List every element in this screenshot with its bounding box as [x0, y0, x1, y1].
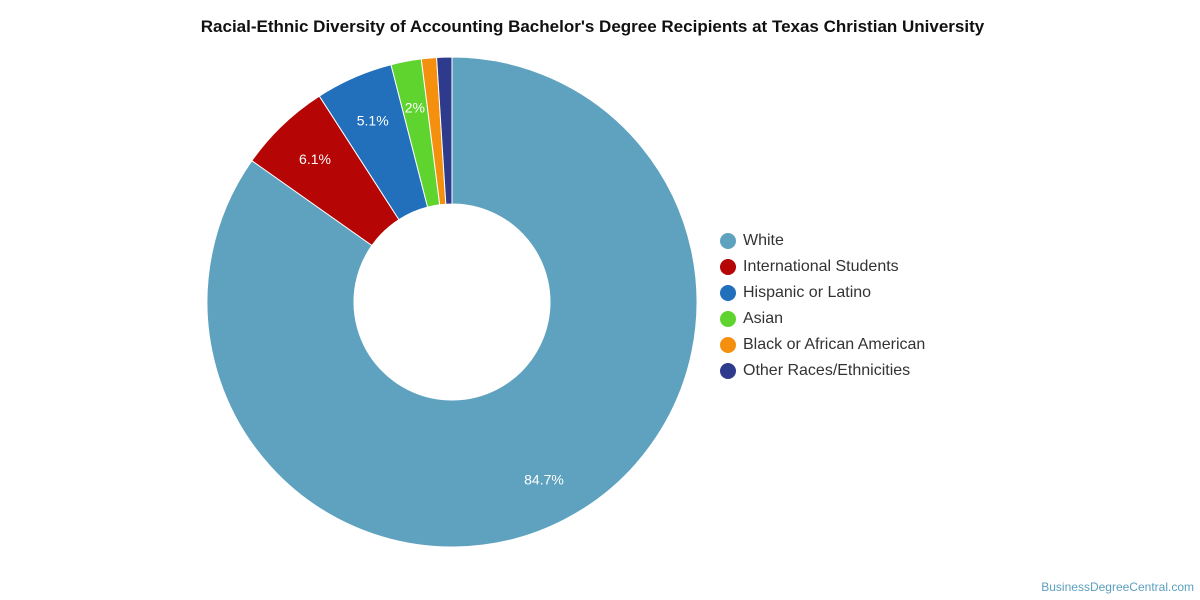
legend-item-hispanic-or-latino[interactable]: Hispanic or Latino: [720, 280, 925, 306]
legend-label: White: [743, 232, 784, 249]
legend-swatch-icon: [720, 363, 736, 379]
site-credit[interactable]: BusinessDegreeCentral.com: [1041, 580, 1194, 594]
legend-item-white[interactable]: White: [720, 228, 925, 254]
legend-swatch-icon: [720, 311, 736, 327]
slice-other-races-ethnicities[interactable]: [436, 56, 453, 205]
legend-label: Black or African American: [743, 336, 926, 353]
legend-label: Hispanic or Latino: [743, 284, 872, 301]
data-label-asian: 2%: [405, 100, 425, 116]
chart-title: Racial-Ethnic Diversity of Accounting Ba…: [200, 17, 985, 36]
legend-swatch-icon: [720, 233, 736, 249]
slice-white[interactable]: [206, 56, 698, 548]
data-label-international-students: 6.1%: [299, 151, 331, 167]
data-label-white: 84.7%: [524, 472, 564, 488]
legend-item-black-or-african-american[interactable]: Black or African American: [720, 332, 925, 358]
legend-swatch-icon: [720, 285, 736, 301]
legend-item-international-students[interactable]: International Students: [720, 254, 925, 280]
chart-legend: White International Students Hispanic or L…: [720, 228, 925, 384]
data-label-hispanic-or-latino: 5.1%: [357, 113, 389, 129]
legend-item-other-races-ethnicities[interactable]: Other Races/Ethnicities: [720, 358, 925, 384]
legend-item-asian[interactable]: Asian: [720, 306, 925, 332]
legend-label: International Students: [743, 258, 899, 275]
legend-label: Asian: [743, 310, 784, 327]
legend-swatch-icon: [720, 259, 736, 275]
legend-swatch-icon: [720, 337, 736, 353]
legend-label: Other Races/Ethnicities: [743, 362, 911, 379]
